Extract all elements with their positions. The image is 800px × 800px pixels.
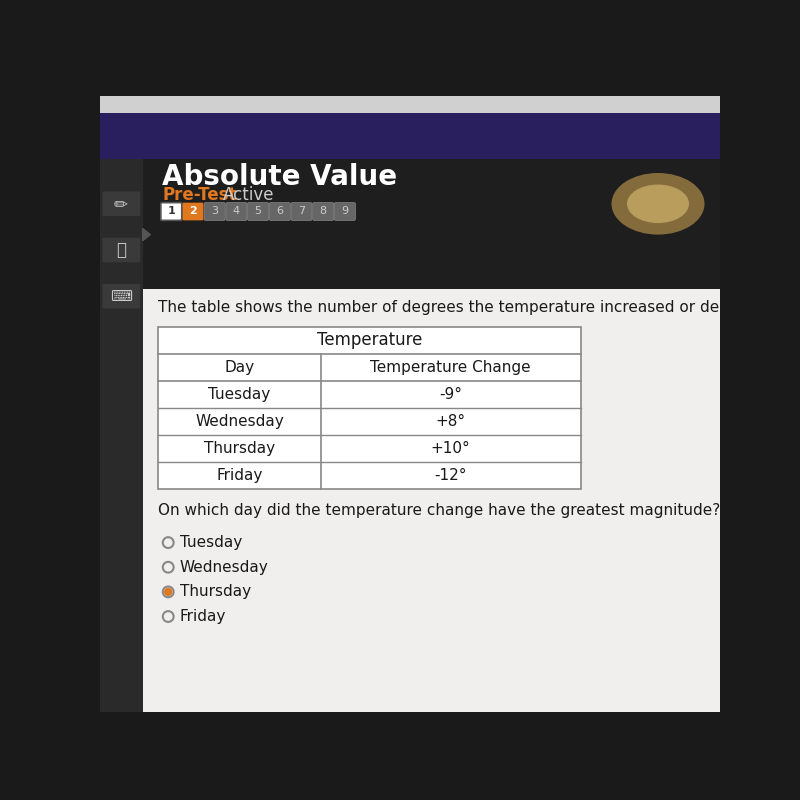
Text: Thursday: Thursday: [204, 441, 275, 456]
Text: 🎧: 🎧: [116, 241, 126, 259]
Text: Absolute Value: Absolute Value: [162, 163, 397, 191]
Ellipse shape: [627, 185, 689, 223]
Text: On which day did the temperature change have the greatest magnitude?: On which day did the temperature change …: [158, 502, 720, 518]
Text: 9: 9: [342, 206, 349, 217]
Text: +8°: +8°: [436, 414, 466, 429]
FancyBboxPatch shape: [100, 113, 720, 159]
FancyBboxPatch shape: [100, 96, 720, 113]
Text: Wednesday: Wednesday: [195, 414, 284, 429]
FancyBboxPatch shape: [270, 202, 290, 220]
FancyBboxPatch shape: [100, 159, 720, 289]
FancyBboxPatch shape: [334, 202, 355, 220]
Text: ⌨: ⌨: [110, 289, 132, 304]
FancyBboxPatch shape: [100, 159, 142, 712]
Text: Pre-Test: Pre-Test: [162, 186, 237, 203]
Text: 3: 3: [211, 206, 218, 217]
Text: Tuesday: Tuesday: [180, 535, 242, 550]
Text: Temperature: Temperature: [317, 331, 422, 350]
Text: Day: Day: [225, 360, 254, 375]
Text: Wednesday: Wednesday: [180, 560, 269, 574]
Text: Active: Active: [222, 186, 274, 203]
Text: 6: 6: [276, 206, 283, 217]
FancyBboxPatch shape: [161, 202, 182, 220]
FancyBboxPatch shape: [102, 238, 140, 262]
Text: 1: 1: [167, 206, 175, 217]
FancyBboxPatch shape: [204, 202, 225, 220]
Text: The table shows the number of degrees the temperature increased or decr: The table shows the number of degrees th…: [158, 300, 734, 315]
Text: Tuesday: Tuesday: [208, 387, 270, 402]
FancyBboxPatch shape: [158, 327, 581, 489]
FancyBboxPatch shape: [313, 202, 334, 220]
Circle shape: [165, 589, 172, 595]
Text: 5: 5: [254, 206, 262, 217]
FancyBboxPatch shape: [142, 289, 720, 712]
Text: Friday: Friday: [180, 609, 226, 624]
Text: 7: 7: [298, 206, 305, 217]
Text: 8: 8: [320, 206, 326, 217]
Text: +10°: +10°: [431, 441, 470, 456]
Text: -12°: -12°: [434, 468, 467, 482]
Text: Temperature Change: Temperature Change: [370, 360, 531, 375]
Polygon shape: [142, 229, 150, 241]
FancyBboxPatch shape: [291, 202, 312, 220]
Text: ✏: ✏: [114, 195, 128, 213]
FancyBboxPatch shape: [248, 202, 269, 220]
FancyBboxPatch shape: [102, 284, 140, 309]
FancyBboxPatch shape: [182, 202, 203, 220]
FancyBboxPatch shape: [226, 202, 247, 220]
Text: 2: 2: [189, 206, 197, 217]
Text: Friday: Friday: [216, 468, 262, 482]
Text: Thursday: Thursday: [180, 584, 251, 599]
Text: -9°: -9°: [439, 387, 462, 402]
Ellipse shape: [611, 173, 705, 234]
Text: 4: 4: [233, 206, 240, 217]
FancyBboxPatch shape: [102, 191, 140, 216]
